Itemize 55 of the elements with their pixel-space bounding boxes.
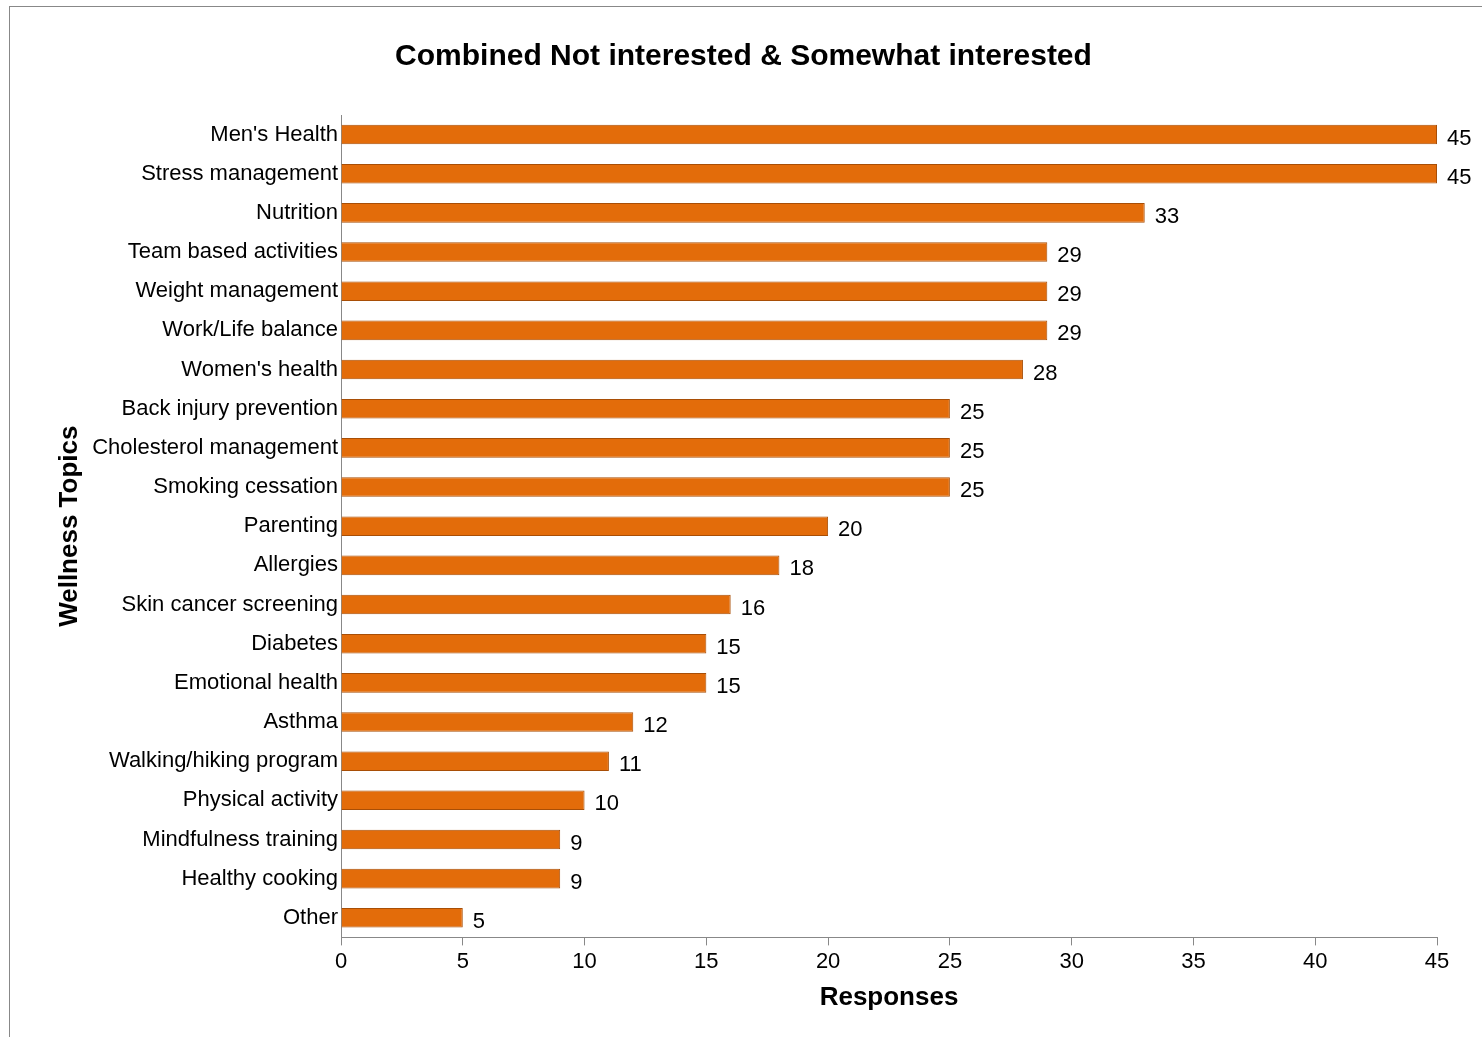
y-tick-label: Walking/hiking program: [108, 747, 338, 773]
y-tick-label: Healthy cooking: [181, 864, 338, 890]
data-label: 11: [618, 751, 642, 777]
x-tick-label: 0: [334, 947, 348, 973]
x-tick-label: 20: [815, 947, 841, 973]
y-tick-label: Skin cancer screening: [121, 590, 338, 616]
data-label: 28: [1032, 359, 1058, 385]
data-label: 15: [716, 672, 741, 698]
y-tick-label: Back injury prevention: [121, 394, 338, 420]
data-label: 5: [472, 907, 486, 933]
x-tick-label: 10: [572, 947, 597, 973]
y-tick-label: Other: [282, 903, 338, 929]
data-label: 12: [643, 712, 668, 738]
data-label: 25: [959, 398, 985, 424]
data-label: 18: [789, 555, 814, 581]
x-axis-title: Responses: [819, 980, 959, 1011]
y-tick-label: Weight management: [135, 277, 338, 303]
y-tick-label: Physical activity: [182, 786, 338, 812]
data-label: 45: [1447, 163, 1472, 189]
data-label: 29: [1057, 320, 1082, 346]
data-label: 29: [1057, 242, 1082, 268]
y-tick-label: Diabetes: [251, 629, 338, 655]
y-tick-label: Cholesterol management: [92, 433, 338, 459]
data-label: 29: [1057, 281, 1082, 307]
x-tick-label: 45: [1424, 947, 1450, 973]
y-tick-label: Work/Life balance: [162, 316, 338, 342]
y-tick-label: Women's health: [181, 355, 338, 381]
x-tick-label: 30: [1059, 947, 1084, 973]
y-tick-label: Smoking cessation: [153, 473, 338, 499]
data-label: 15: [716, 633, 741, 659]
x-tick-label: 25: [937, 947, 963, 973]
data-label: 9: [570, 868, 583, 894]
y-tick-label: Nutrition: [256, 198, 338, 224]
data-label: 9: [570, 829, 583, 855]
y-tick-label: Asthma: [263, 708, 339, 734]
y-tick-label: Mindfulness training: [142, 825, 338, 851]
data-label: 25: [959, 477, 985, 503]
data-label: 10: [594, 790, 620, 816]
data-label: 45: [1447, 124, 1472, 150]
x-tick-label: 15: [694, 947, 719, 973]
y-tick-label: Emotional health: [174, 668, 338, 694]
y-axis-title: Wellness Topics: [52, 425, 83, 627]
y-tick-label: Stress management: [141, 159, 338, 185]
data-label: 33: [1154, 202, 1180, 228]
data-label: 20: [838, 516, 863, 542]
y-tick-label: Men's Health: [210, 120, 338, 146]
data-label: 16: [740, 594, 766, 620]
x-tick-label: 40: [1302, 947, 1328, 973]
y-tick-label: Allergies: [253, 551, 338, 577]
y-tick-label: Parenting: [243, 512, 338, 538]
x-tick-label: 35: [1181, 947, 1206, 973]
y-tick-label: Team based activities: [127, 238, 338, 264]
data-label: 25: [959, 437, 985, 463]
x-tick-label: 5: [456, 947, 469, 973]
chart-title: Combined Not interested & Somewhat interested: [395, 38, 1092, 72]
